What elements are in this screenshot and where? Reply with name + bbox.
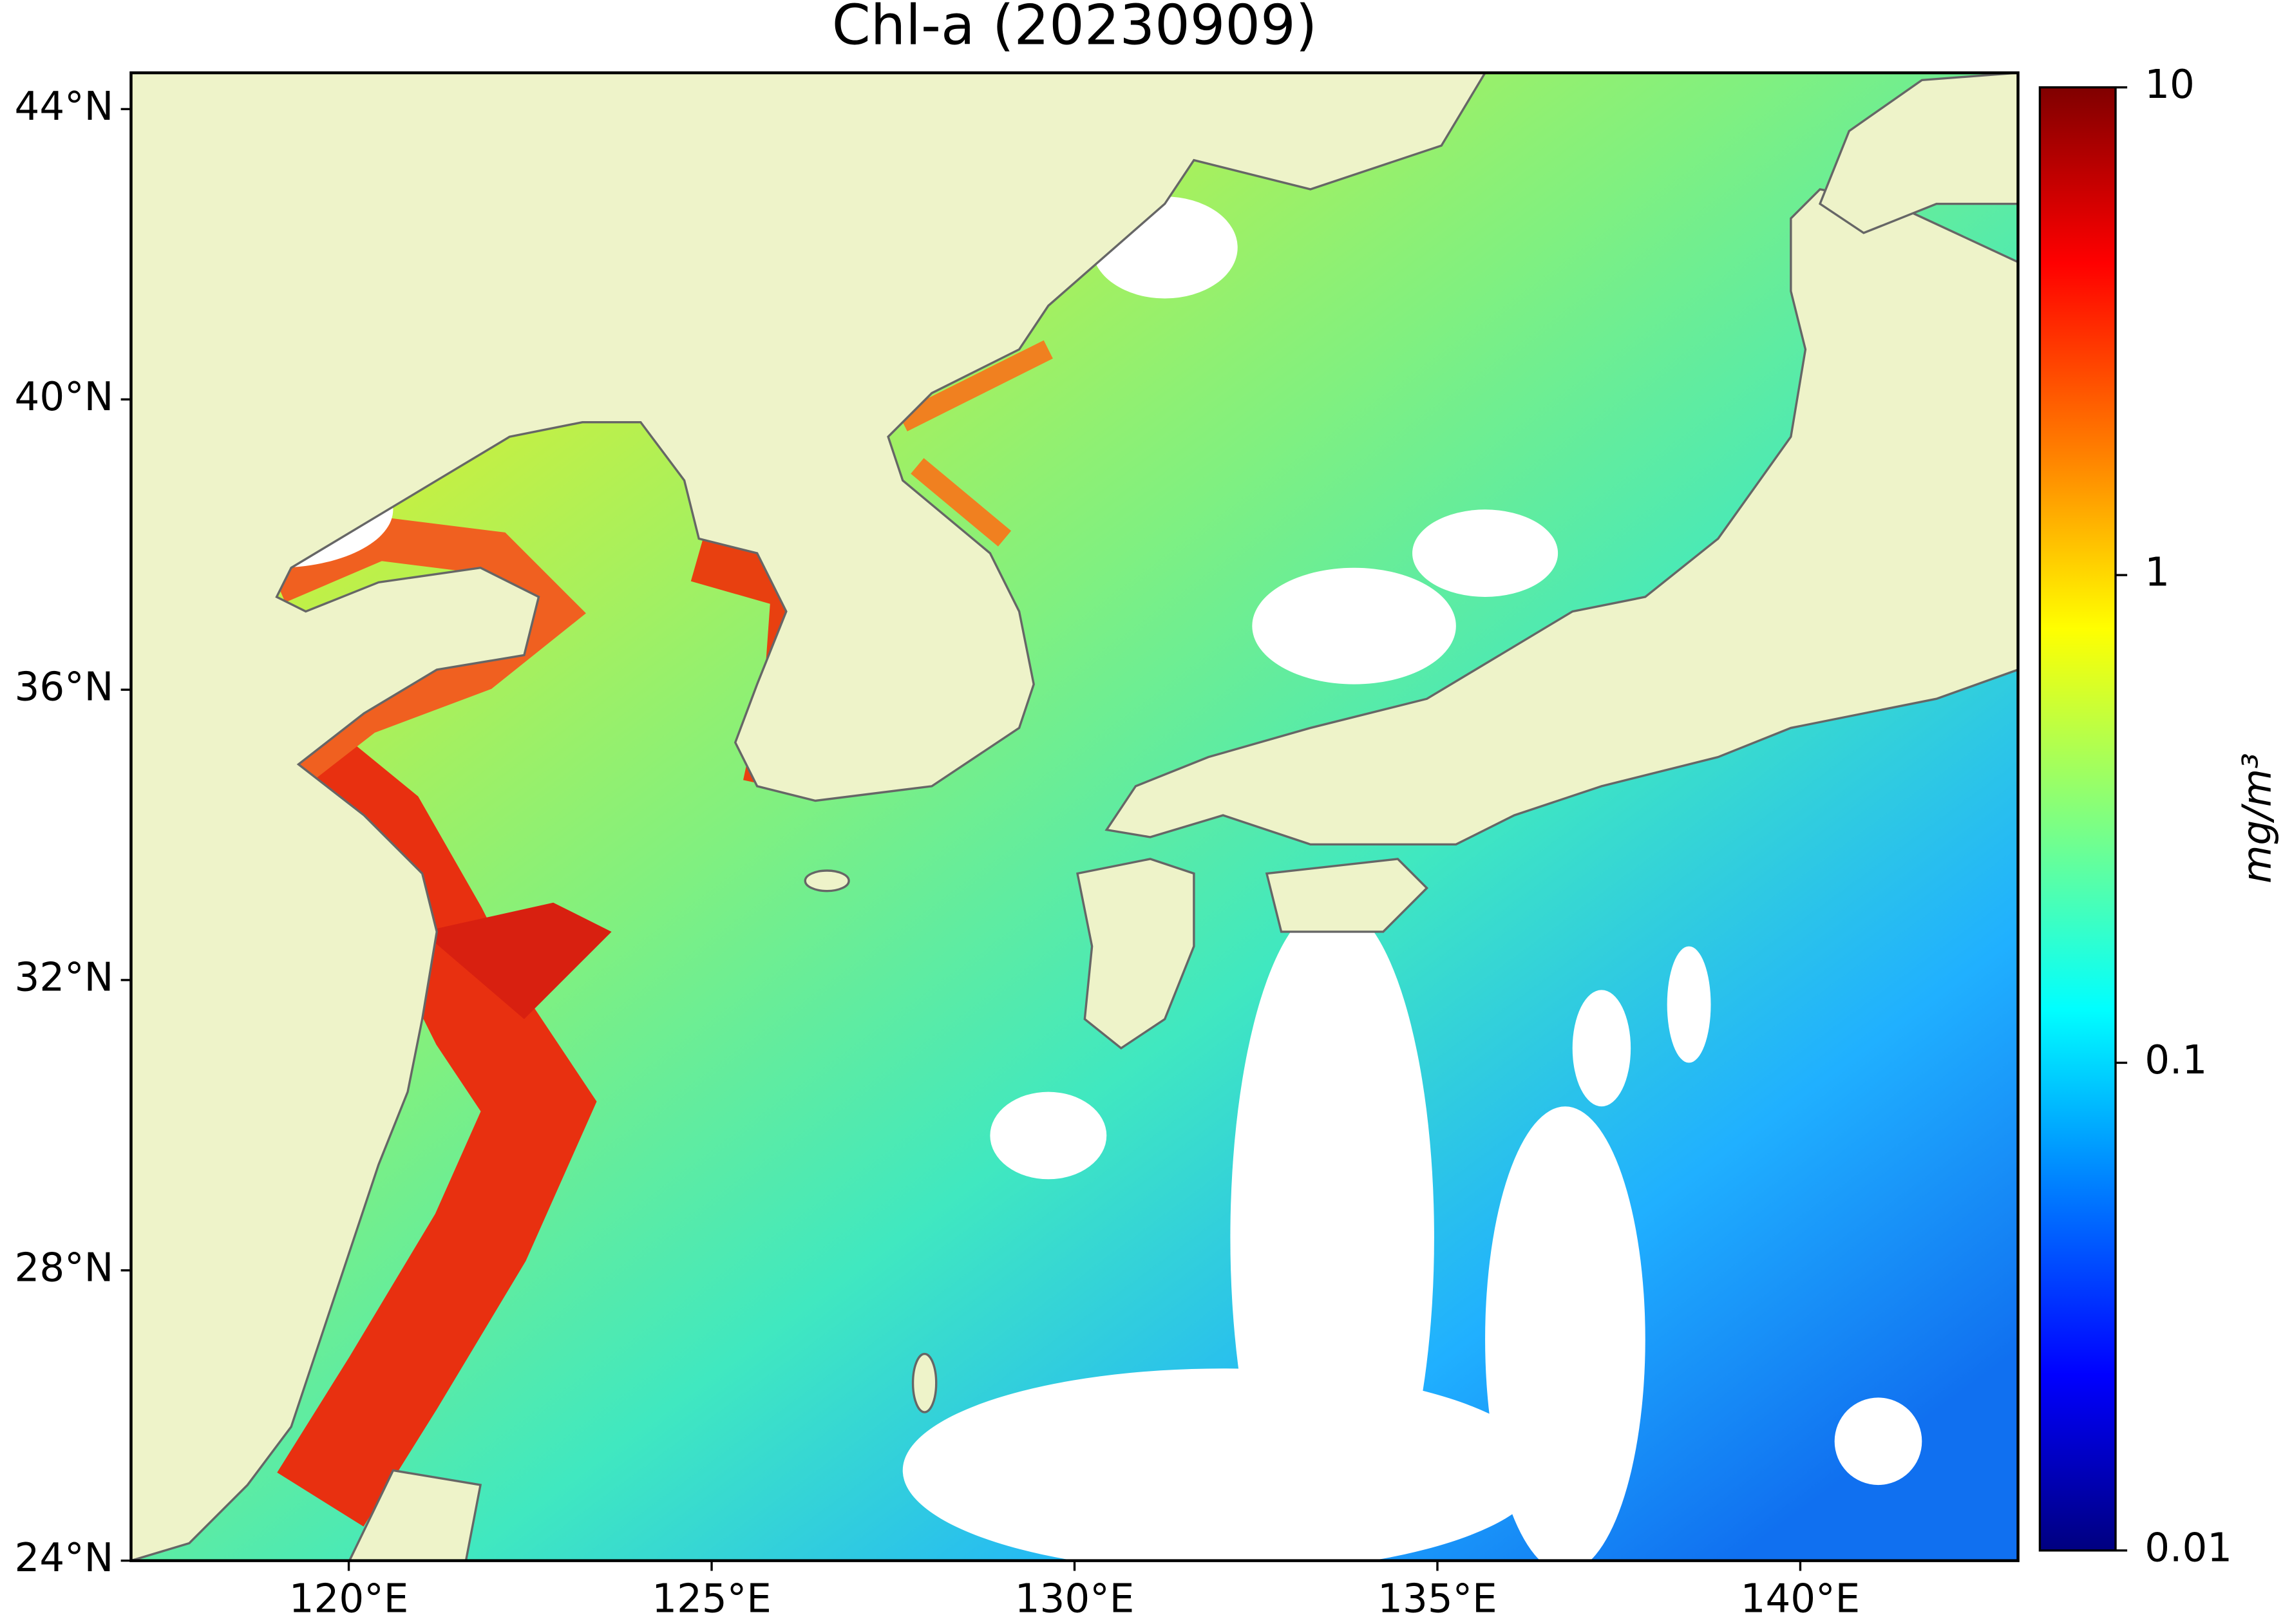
x-tick-label: 125°E bbox=[652, 1576, 772, 1622]
y-tick-label: 40°N bbox=[15, 374, 114, 420]
colorbar bbox=[2038, 86, 2117, 1552]
map-image bbox=[131, 73, 2018, 1561]
x-tick-label: 140°E bbox=[1741, 1576, 1861, 1622]
x-tick-label: 130°E bbox=[1015, 1576, 1135, 1622]
colorbar-tick-label: 0.1 bbox=[2145, 1037, 2207, 1083]
y-tick-label: 24°N bbox=[15, 1535, 114, 1581]
land bbox=[131, 73, 2018, 1561]
y-tick-label: 36°N bbox=[15, 665, 114, 710]
y-tick-label: 44°N bbox=[15, 84, 114, 129]
x-tick-label: 135°E bbox=[1378, 1576, 1497, 1622]
coastal-bloom bbox=[422, 902, 612, 1019]
coastal-bloom bbox=[898, 340, 1053, 547]
colorbar-tick-label: 0.01 bbox=[2145, 1525, 2232, 1571]
y-tick-label: 32°N bbox=[15, 955, 114, 1001]
colorbar-label: mg/m³ bbox=[2234, 753, 2280, 883]
x-tick-label: 120°E bbox=[289, 1576, 409, 1622]
colorbar-tick-label: 10 bbox=[2145, 62, 2195, 108]
chart-title: Chl-a (20230909) bbox=[832, 0, 1318, 58]
colorbar-tick-label: 1 bbox=[2145, 550, 2170, 596]
y-tick-label: 28°N bbox=[15, 1245, 114, 1290]
